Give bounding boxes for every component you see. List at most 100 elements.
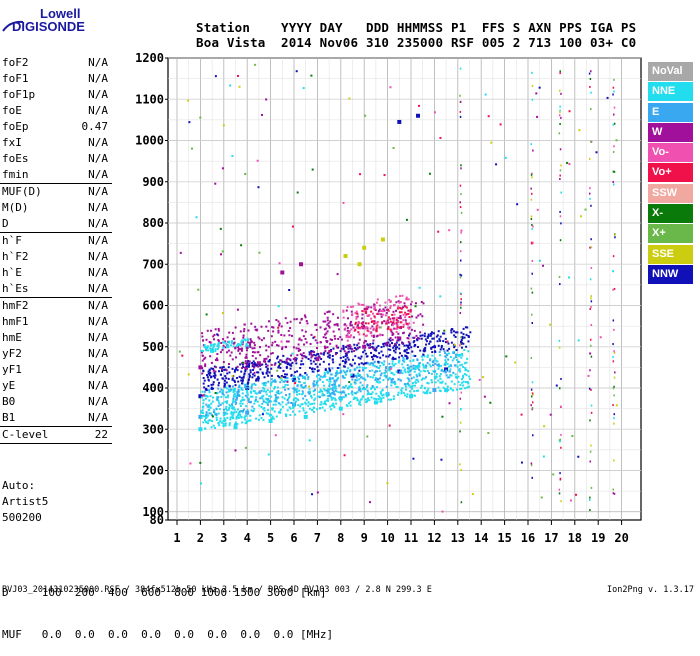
noise-point [584,208,587,211]
echo-trace [398,378,401,381]
echo-trace [295,389,298,392]
echo-trace [393,343,396,346]
echo-trace [361,388,364,391]
echo-trace [270,417,273,420]
echo-trace [435,359,438,362]
echo-trace [465,361,468,364]
echo-trace [203,415,206,418]
echo-trace [327,322,330,325]
echo-trace [392,358,395,361]
echo-trace [393,380,396,383]
interference-point [558,89,561,92]
echo-trace [264,363,267,366]
interference-point [459,100,462,103]
echo-trace [345,354,348,357]
echo-trace [365,352,368,355]
echo-trace [421,315,424,318]
echo-trace [390,384,393,387]
echo-trace [216,353,219,356]
echo-trace [419,331,422,334]
echo-trace [258,390,261,393]
echo-trace [286,399,289,402]
echo-trace [299,321,302,324]
echo-trace [376,313,379,316]
interference-point [559,215,562,218]
echo-trace [360,355,363,358]
noise-point [288,288,291,291]
echo-trace [263,390,266,393]
param-row: hmE N/A [0,330,112,346]
echo-trace [337,391,340,394]
echo-trace [426,381,429,384]
echo-trace [412,359,415,362]
echo-trace [360,398,363,401]
echo-trace [271,415,274,418]
echo-trace [222,361,225,364]
echo-trace [442,370,445,373]
plot-frame [167,57,642,521]
echo-trace [374,370,377,373]
echo-trace [430,372,433,375]
noise-point [615,139,618,142]
echo-trace [324,333,327,336]
echo-trace [261,363,264,366]
echo-trace [348,385,351,388]
echo-trace [248,373,251,376]
echo-trace [398,301,401,304]
muf-table-distance-row: D 100 200 400 600 800 1000 1500 3000 [km… [2,586,327,599]
interference-point [460,274,463,277]
noise-point [214,349,217,352]
echo-trace [421,358,424,361]
echo-trace [231,407,234,410]
echo-trace [398,343,401,346]
echo-trace [370,334,373,337]
echo-trace [234,347,237,350]
echo-trace [460,378,463,381]
echo-trace [334,389,337,392]
echo-trace [258,404,261,407]
echo-trace [287,329,290,332]
echo-trace [367,322,370,325]
echo-trace [228,424,231,427]
echo-trace [354,392,357,395]
echo-trace [328,367,331,370]
echo-trace [263,376,266,379]
echo-trace [458,360,461,363]
echo-trace [227,390,230,393]
echo-trace [439,348,442,351]
echo-trace [409,360,412,363]
echo-trace [426,335,429,338]
param-separator [0,426,112,427]
noise-point [277,305,280,308]
noise-point [439,295,442,298]
echo-trace [394,344,397,347]
echo-trace [457,354,460,357]
echo-trace [450,329,453,332]
echo-trace [410,346,413,349]
echo-trace [409,369,412,372]
echo-trace [256,377,259,380]
echo-trace [361,366,364,369]
echo-trace [227,384,230,387]
echo-trace [373,360,376,363]
echo-trace [263,406,266,409]
echo-trace [265,412,268,415]
echo-trace [361,313,364,316]
echo-trace [334,399,337,402]
echo-trace [288,363,291,366]
auto-code: 500200 [2,511,42,524]
echo-trace [408,332,411,335]
echo-trace [339,391,342,394]
y-tick-label: 300 [142,422,164,436]
noise-point [240,244,243,247]
echo-trace [255,396,258,399]
echo-trace [382,354,385,357]
echo-trace [318,391,321,394]
echo-trace [429,340,432,343]
echo-trace [323,402,326,405]
echo-trace [297,378,300,381]
echo-trace [408,326,411,329]
echo-trace [288,334,291,337]
echo-trace [207,404,210,407]
echo-trace [380,361,383,364]
